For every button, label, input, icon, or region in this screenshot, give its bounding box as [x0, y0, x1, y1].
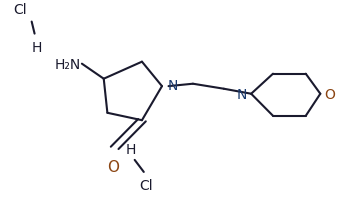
Text: Cl: Cl	[13, 2, 27, 17]
Text: O: O	[107, 159, 119, 174]
Text: N: N	[167, 79, 178, 93]
Text: Cl: Cl	[139, 178, 153, 192]
Text: O: O	[325, 87, 336, 101]
Text: H: H	[126, 142, 136, 156]
Text: N: N	[236, 87, 247, 101]
Text: H₂N: H₂N	[54, 57, 80, 71]
Text: H: H	[31, 40, 41, 54]
